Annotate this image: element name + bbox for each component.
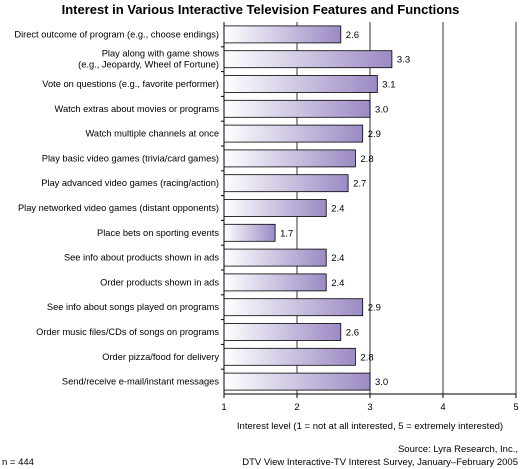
data-label: 3.3: [397, 55, 410, 66]
bar: [223, 149, 356, 168]
category-label: (e.g., Jeopardy, Wheel of Fortune): [78, 60, 219, 70]
category-label: Watch extras about movies or programs: [55, 104, 220, 114]
source-line-2: DTV View Interactive-TV Interest Survey,…: [242, 457, 518, 468]
category-label: Send/receive e-mail/instant messages: [62, 377, 219, 387]
bar: [223, 248, 327, 267]
category-label: See info about songs played on programs: [47, 302, 219, 312]
category-label: See info about products shown in ads: [64, 253, 219, 263]
category-label: Vote on questions (e.g., favorite perfor…: [42, 79, 219, 89]
bar: [223, 124, 364, 143]
data-label: 3.1: [382, 80, 395, 91]
bar: [223, 223, 276, 242]
bar: [223, 25, 342, 44]
bar: [223, 50, 393, 69]
source-line-1: Source: Lyra Research, Inc.,: [397, 444, 518, 455]
x-tick-label: 2: [294, 402, 299, 413]
bar: [223, 298, 364, 317]
data-label: 2.6: [346, 328, 359, 339]
bar: [223, 199, 327, 217]
x-tick-label: 1: [221, 402, 226, 413]
data-label: 2.9: [368, 129, 381, 140]
bar: [223, 323, 342, 341]
data-label: 3.0: [375, 104, 388, 115]
data-label: 2.4: [331, 253, 344, 264]
data-label: 3.0: [375, 377, 388, 388]
category-label: Order pizza/food for delivery: [102, 352, 219, 362]
bar: [223, 273, 327, 292]
data-label: 2.8: [360, 352, 373, 363]
data-label: 2.9: [368, 303, 381, 314]
category-label: Play advanced video games (racing/action…: [41, 178, 219, 188]
category-label: Place bets on sporting events: [97, 228, 219, 238]
data-label: 2.6: [346, 30, 359, 41]
x-tick-label: 4: [440, 402, 445, 413]
category-label: Order music files/CDs of songs on progra…: [36, 327, 219, 337]
data-label: 1.7: [280, 228, 293, 239]
x-tick-label: 3: [367, 402, 372, 413]
bar: [223, 347, 356, 366]
chart-title: Interest in Various Interactive Televisi…: [61, 2, 460, 17]
x-axis-label: Interest level (1 = not at all intereste…: [236, 421, 504, 432]
category-label: Play networked video games (distant oppo…: [18, 203, 219, 213]
bar: [223, 372, 371, 391]
x-tick-label: 5: [513, 402, 518, 413]
category-label: Play basic video games (trivia/card game…: [42, 153, 219, 163]
category-label: Play along with game shows: [102, 49, 220, 59]
category-label: Order products shown in ads: [100, 277, 219, 287]
data-label: 2.4: [331, 278, 344, 289]
bar: [223, 99, 371, 118]
bar: [223, 75, 378, 93]
data-label: 2.7: [353, 179, 366, 190]
data-label: 2.4: [331, 204, 344, 215]
category-label: Watch multiple channels at once: [86, 129, 220, 139]
data-label: 2.8: [360, 154, 373, 165]
bar: [223, 174, 349, 193]
category-label: Direct outcome of program (e.g., choose …: [14, 29, 219, 39]
sample-size-note: n = 444: [2, 457, 34, 468]
